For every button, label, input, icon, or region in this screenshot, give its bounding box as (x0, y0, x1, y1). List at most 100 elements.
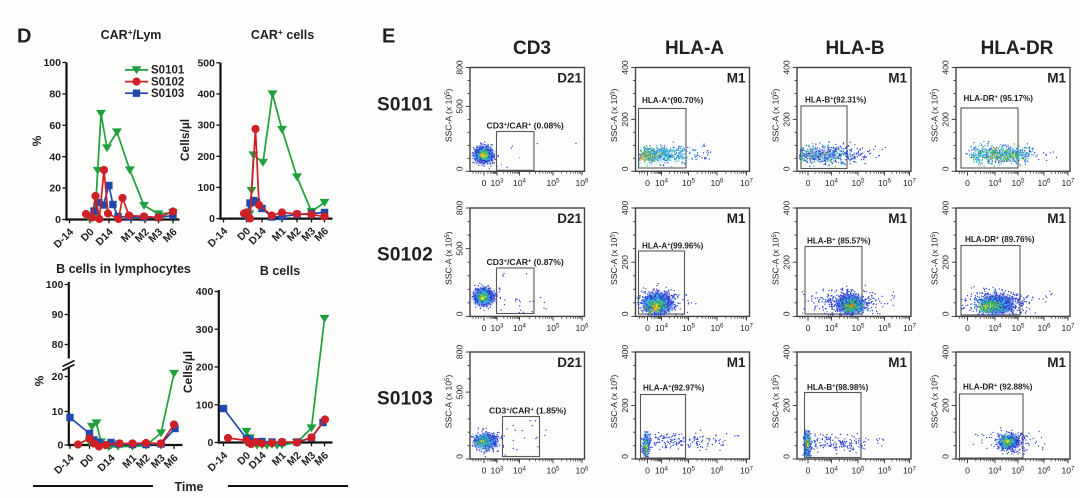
svg-text:106: 106 (575, 323, 589, 333)
svg-text:100: 100 (43, 57, 61, 69)
svg-text:0: 0 (455, 311, 465, 316)
svg-text:106: 106 (1037, 465, 1051, 475)
svg-text:106: 106 (878, 323, 892, 333)
svg-text:107: 107 (903, 178, 917, 188)
svg-text:0: 0 (782, 454, 792, 459)
svg-text:SSC-A (x 105): SSC-A (x 105) (930, 89, 940, 143)
svg-text:D: D (17, 26, 31, 48)
svg-text:HLA-DR: HLA-DR (981, 38, 1054, 59)
svg-text:40: 40 (49, 151, 61, 163)
svg-text:106: 106 (710, 178, 724, 188)
svg-text:104: 104 (513, 178, 527, 188)
svg-text:S0101: S0101 (377, 95, 433, 116)
svg-text:S0102: S0102 (151, 76, 184, 88)
svg-text:104: 104 (825, 178, 839, 188)
svg-text:107: 107 (1061, 465, 1075, 475)
svg-text:106: 106 (1037, 323, 1051, 333)
svg-text:106: 106 (575, 178, 589, 188)
svg-text:0: 0 (482, 323, 487, 333)
svg-text:%: % (33, 375, 47, 386)
svg-text:100: 100 (196, 399, 214, 411)
svg-text:105: 105 (851, 323, 865, 333)
svg-text:S0103: S0103 (151, 88, 184, 100)
svg-text:300: 300 (197, 120, 215, 132)
svg-text:HLA-DR+ (89.76%): HLA-DR+ (89.76%) (965, 235, 1035, 244)
svg-text:200: 200 (782, 398, 792, 413)
svg-text:800: 800 (455, 60, 465, 75)
svg-text:0: 0 (782, 166, 792, 171)
svg-text:103: 103 (490, 178, 504, 188)
svg-text:CAR+ cells: CAR+ cells (251, 27, 314, 42)
svg-text:200: 200 (941, 398, 951, 413)
svg-text:200: 200 (782, 112, 792, 127)
svg-text:M1: M1 (727, 71, 746, 86)
svg-text:200: 200 (197, 151, 215, 163)
svg-text:0: 0 (645, 466, 650, 476)
svg-text:SSC-A (x 105): SSC-A (x 105) (609, 89, 619, 143)
svg-text:S0101: S0101 (151, 65, 185, 77)
svg-text:104: 104 (655, 323, 669, 333)
svg-text:400: 400 (782, 60, 792, 75)
svg-text:SSC-A (x 105): SSC-A (x 105) (771, 89, 781, 143)
svg-text:107: 107 (740, 178, 754, 188)
svg-text:103: 103 (490, 465, 504, 475)
svg-text:0: 0 (209, 213, 215, 225)
svg-text:0: 0 (620, 311, 630, 316)
svg-text:CD3+/CAR+ (0.87%): CD3+/CAR+ (0.87%) (487, 257, 564, 267)
svg-text:200: 200 (941, 255, 951, 270)
svg-text:104: 104 (988, 178, 1002, 188)
svg-text:200: 200 (620, 112, 630, 127)
svg-text:107: 107 (1061, 178, 1075, 188)
svg-text:100: 100 (46, 279, 64, 291)
svg-text:105: 105 (1011, 178, 1025, 188)
svg-text:10: 10 (52, 406, 64, 418)
svg-text:200: 200 (782, 255, 792, 270)
svg-text:105: 105 (682, 178, 696, 188)
svg-text:SSC-A (x 105): SSC-A (x 105) (609, 375, 619, 429)
svg-text:D21: D21 (557, 211, 582, 226)
svg-text:HLA-DR+ (95.17%): HLA-DR+ (95.17%) (964, 94, 1034, 103)
svg-text:SSC-A (x 105): SSC-A (x 105) (444, 375, 454, 429)
svg-text:107: 107 (903, 465, 917, 475)
svg-text:105: 105 (546, 178, 560, 188)
svg-text:0: 0 (620, 454, 630, 459)
svg-text:CAR+/Lym: CAR+/Lym (101, 27, 162, 42)
svg-text:HLA-A: HLA-A (665, 38, 724, 59)
svg-text:105: 105 (1011, 465, 1025, 475)
svg-text:105: 105 (546, 465, 560, 475)
svg-text:CD3+/CAR+ (1.85%): CD3+/CAR+ (1.85%) (489, 406, 566, 416)
svg-text:104: 104 (825, 465, 839, 475)
svg-text:107: 107 (1061, 323, 1075, 333)
svg-text:105: 105 (682, 465, 696, 475)
svg-text:SSC-A (x 105): SSC-A (x 105) (444, 89, 454, 143)
svg-text:CD3+/CAR+ (0.08%): CD3+/CAR+ (0.08%) (487, 121, 564, 131)
svg-text:0: 0 (455, 166, 465, 171)
svg-text:104: 104 (988, 323, 1002, 333)
svg-text:CD3: CD3 (513, 38, 551, 59)
svg-text:0: 0 (806, 178, 811, 188)
svg-text:104: 104 (513, 465, 527, 475)
svg-text:107: 107 (903, 323, 917, 333)
svg-text:D21: D21 (557, 71, 582, 86)
svg-text:80: 80 (49, 89, 61, 101)
svg-text:HLA-A+(92.97%): HLA-A+(92.97%) (643, 384, 705, 393)
svg-text:HLA-DR+ (92.88%): HLA-DR+ (92.88%) (963, 383, 1033, 392)
svg-text:S0103: S0103 (377, 389, 433, 410)
svg-text:106: 106 (575, 465, 589, 475)
svg-text:HLA-B+(92.31%): HLA-B+(92.31%) (805, 96, 867, 105)
svg-text:107: 107 (740, 465, 754, 475)
svg-text:B cells in lymphocytes: B cells in lymphocytes (56, 262, 191, 276)
svg-text:400: 400 (620, 201, 630, 216)
svg-text:400: 400 (782, 201, 792, 216)
svg-text:105: 105 (682, 323, 696, 333)
svg-text:104: 104 (655, 465, 669, 475)
svg-text:0: 0 (941, 454, 951, 459)
svg-text:0: 0 (941, 311, 951, 316)
svg-text:400: 400 (941, 60, 951, 75)
svg-text:0: 0 (965, 323, 970, 333)
svg-text:0: 0 (965, 466, 970, 476)
svg-text:400: 400 (620, 60, 630, 75)
svg-text:SSC-A (x 105): SSC-A (x 105) (930, 375, 940, 429)
svg-text:0: 0 (455, 454, 465, 459)
svg-text:104: 104 (513, 323, 527, 333)
